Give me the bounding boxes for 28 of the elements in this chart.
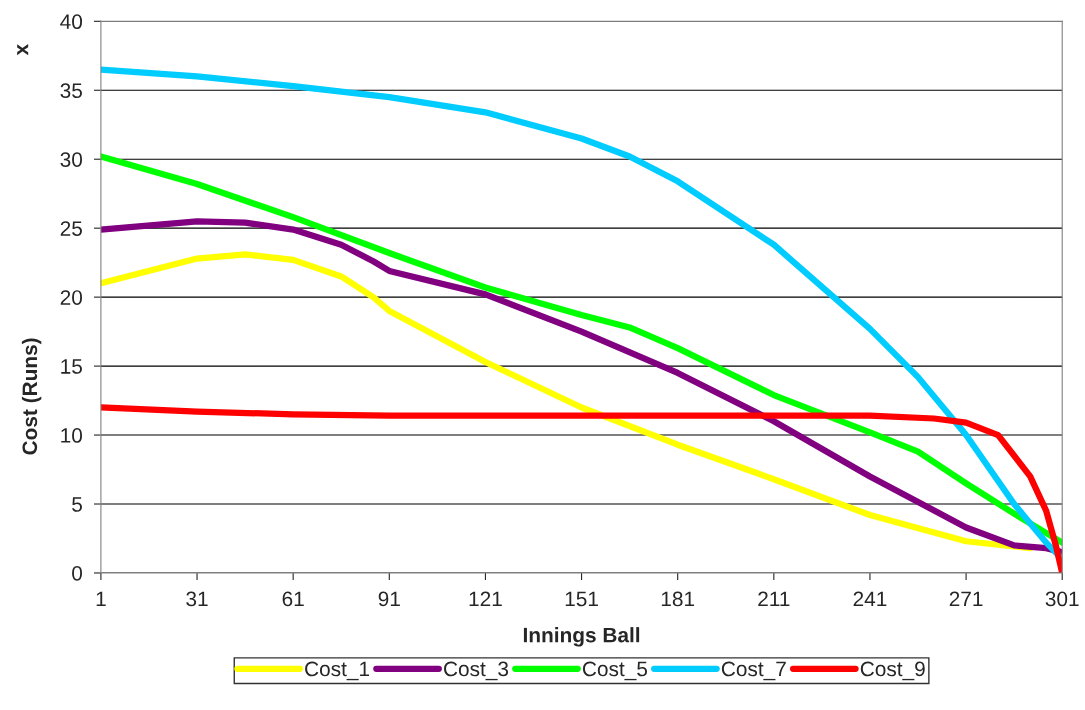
y-tick-label: 30 (60, 152, 83, 167)
legend-label: Cost_9 (860, 661, 925, 681)
x-tick-label: 181 (661, 591, 695, 607)
x-tick-label: 91 (378, 591, 400, 607)
x-tick-label: 61 (282, 591, 304, 607)
x-axis-title: Innings Ball (523, 627, 640, 647)
legend-label: Cost_3 (444, 661, 509, 681)
y-tick-label: 40 (60, 14, 83, 30)
y-tick-label: 35 (60, 83, 82, 99)
x-tick-label: 1 (96, 591, 106, 607)
y-tick-label: 10 (61, 428, 83, 443)
legend-label: Cost_5 (582, 661, 648, 681)
x-tick-label: 211 (758, 591, 790, 607)
x-tick-label: 121 (469, 591, 502, 607)
x-tick-label: 301 (1045, 591, 1079, 607)
text: x (17, 44, 29, 56)
y-tick-label: 20 (60, 290, 83, 305)
legend-label: Cost_1 (305, 661, 370, 681)
y-tick-label: 25 (60, 221, 82, 236)
y-tick-label: 0 (72, 565, 83, 581)
y-tick-label: 15 (61, 359, 82, 374)
x-tick-label: 271 (949, 591, 983, 607)
y-axis-title: Cost (Runs) (21, 338, 42, 455)
x-tick-label: 151 (565, 591, 598, 607)
legend-label: Cost_7 (721, 661, 786, 681)
x-tick-label: 31 (186, 591, 208, 607)
y-tick-label: 5 (72, 497, 82, 512)
x-tick-label: 241 (853, 591, 887, 607)
